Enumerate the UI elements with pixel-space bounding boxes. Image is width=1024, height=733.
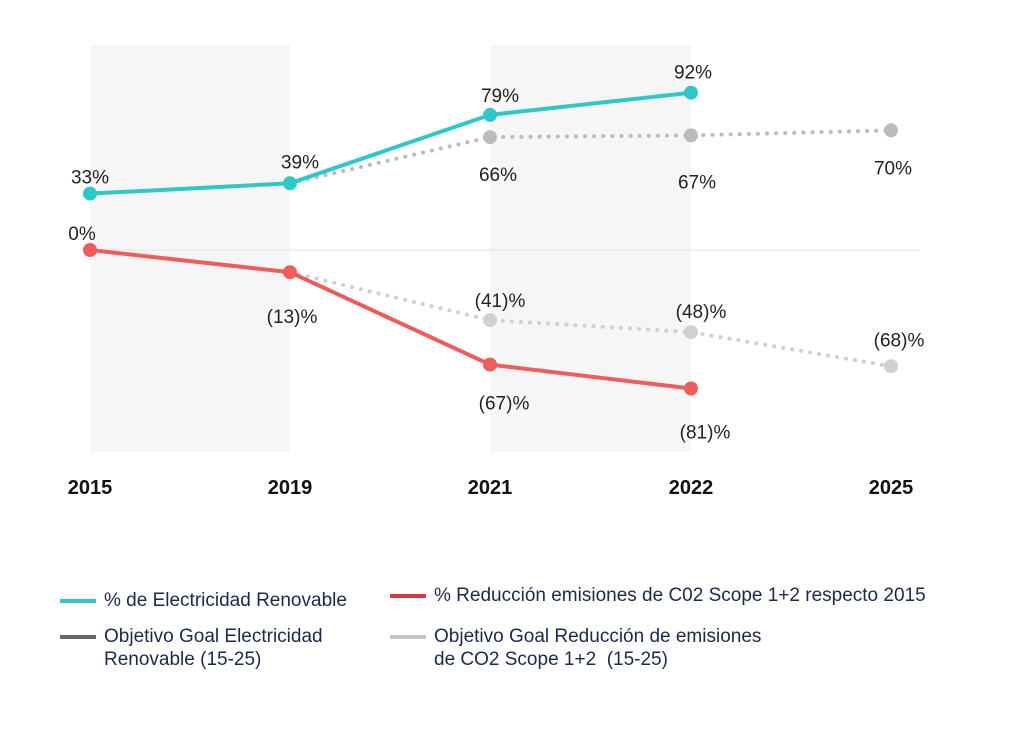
- data-point: [83, 243, 97, 257]
- data-label: 33%: [71, 168, 109, 189]
- legend-swatch: [60, 599, 96, 603]
- legend-label: % de Electricidad Renovable: [104, 590, 347, 611]
- data-point: [283, 176, 297, 191]
- x-axis-labels: 2015 2019 2021 2022 2025: [68, 477, 914, 499]
- data-label: (67)%: [479, 394, 530, 415]
- data-label: (68)%: [874, 330, 925, 351]
- data-labels: 66% 67% 70% (41)% (48)% (68)% 33% 39% 79% 92% 0% (1…: [68, 63, 924, 444]
- shaded-periods: [90, 45, 691, 452]
- data-label: 67%: [678, 172, 716, 193]
- series-line-2: [89, 248, 692, 391]
- data-point: [83, 186, 97, 201]
- data-label: (48)%: [676, 302, 727, 323]
- data-point: [884, 359, 898, 374]
- data-label: 66%: [479, 165, 517, 186]
- legend-swatch: [60, 635, 96, 639]
- data-label: (41)%: [475, 291, 526, 312]
- data-point: [684, 128, 698, 143]
- data-point: [884, 123, 898, 138]
- legend-item-renewable-goal: Objetivo Goal Electricidad Renovable (15…: [60, 625, 323, 671]
- x-tick-label: 2015: [68, 477, 113, 499]
- legend-swatch: [390, 635, 426, 639]
- shaded-period: [490, 45, 691, 452]
- data-label: 39%: [281, 152, 319, 173]
- x-tick-label: 2022: [669, 477, 714, 499]
- series-lines: [89, 90, 893, 391]
- legend-label: Renovable (15-25): [104, 649, 262, 670]
- series-line-0: [89, 90, 692, 196]
- legend-item-renewable: % de Electricidad Renovable: [60, 589, 347, 612]
- data-label: 92%: [674, 63, 712, 84]
- legend-swatch: [390, 594, 426, 598]
- data-point: [684, 85, 698, 100]
- data-point: [483, 130, 497, 145]
- legend-label: Objetivo Goal Reducción de emisiones: [434, 626, 762, 647]
- data-point: [684, 325, 698, 340]
- x-tick-label: 2025: [869, 477, 914, 499]
- legend-label: % Reducción emisiones de C02 Scope 1+2 r…: [434, 585, 926, 606]
- data-point: [483, 357, 497, 372]
- data-point: [684, 381, 698, 396]
- series-points: [83, 85, 898, 396]
- legend-item-emissions-goal: Objetivo Goal Reducción de emisiones de …: [390, 625, 761, 671]
- x-tick-label: 2019: [268, 477, 313, 499]
- series-line-3: [288, 270, 893, 369]
- data-label: (13)%: [267, 307, 318, 328]
- data-point: [283, 265, 297, 280]
- data-point: [483, 107, 497, 122]
- data-label: 79%: [481, 86, 519, 107]
- data-point: [483, 313, 497, 328]
- line-chart: 66% 67% 70% (41)% (48)% (68)% 33% 39% 79% 92% 0% (1…: [67, 45, 925, 499]
- x-tick-label: 2021: [468, 477, 513, 499]
- shaded-period: [90, 45, 290, 452]
- legend-item-emissions: % Reducción emisiones de C02 Scope 1+2 r…: [390, 584, 926, 607]
- legend-label: de CO2 Scope 1+2 (15-25): [434, 649, 668, 670]
- data-label: (81)%: [680, 423, 731, 444]
- data-label: 0%: [68, 224, 96, 245]
- legend-label: Objetivo Goal Electricidad: [104, 626, 323, 647]
- data-label: 70%: [874, 158, 912, 179]
